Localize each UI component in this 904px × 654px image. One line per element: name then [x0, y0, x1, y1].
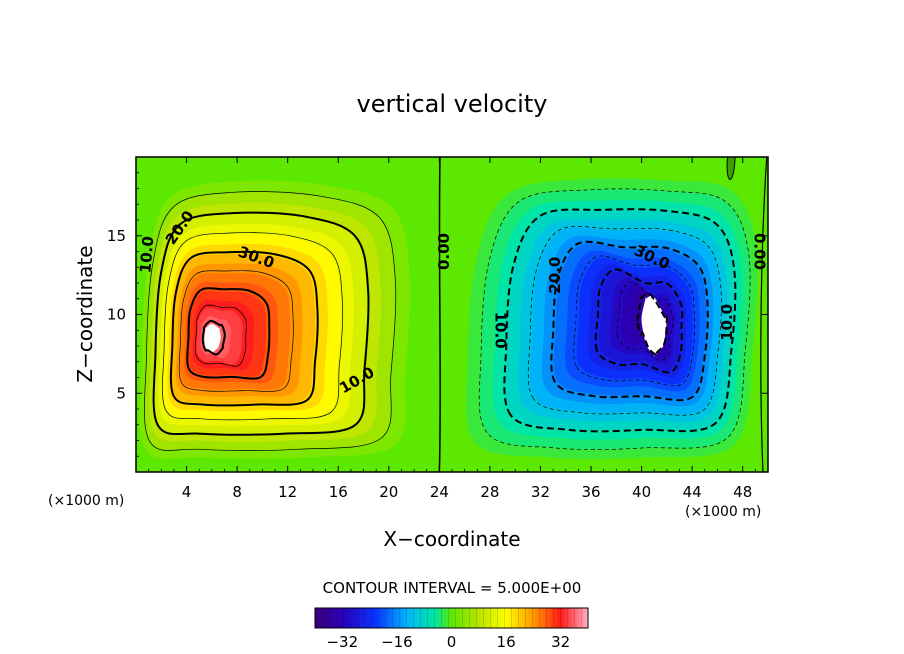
updraft-contour-line	[186, 287, 271, 380]
updraft-contour-line	[144, 191, 397, 451]
x-tick-label: 28	[480, 483, 499, 501]
colorbar: −32 −16 0 16 32	[314, 607, 589, 651]
x-tick-label: 40	[632, 483, 651, 501]
x-tick-label: 36	[581, 483, 600, 501]
downdraft-contour-line	[478, 188, 751, 450]
contour-label: 20.0	[546, 257, 564, 294]
x-tick-label: 44	[683, 483, 702, 501]
y-axis: 5 10 15	[107, 172, 768, 457]
x-axis-title: X−coordinate	[383, 527, 520, 551]
colorbar-bands	[315, 608, 588, 628]
downdraft-contour-line	[527, 226, 722, 416]
contour-label: 10.0	[136, 235, 157, 273]
downdraft-contour-line	[636, 292, 668, 357]
colorbar-frame	[314, 607, 589, 629]
zero-contour-line	[438, 157, 442, 472]
y-tick-label: 5	[116, 384, 126, 402]
colorbar-tick-label: −32	[326, 633, 358, 651]
x-unit-right: (×1000 m)	[685, 504, 761, 520]
downdraft-core	[641, 295, 668, 357]
y-axis-title: Z−coordinate	[73, 245, 97, 382]
x-tick-label: 8	[232, 483, 242, 501]
x-tick-label: 4	[182, 483, 192, 501]
x-tick-label: 16	[329, 483, 348, 501]
contour-interval-text: CONTOUR INTERVAL = 5.000E+00	[323, 579, 582, 597]
updraft-contour-line	[201, 319, 226, 356]
colorbar-tick-label: 32	[551, 633, 570, 651]
downdraft-contour-line	[503, 208, 737, 433]
contour-label: 10.0	[718, 304, 736, 341]
contour-lines	[144, 157, 768, 472]
updraft-contour-line	[162, 232, 344, 421]
y-tick-label: 15	[107, 227, 126, 245]
downdraft-contour-line	[616, 281, 674, 361]
chart-title: vertical velocity	[357, 90, 548, 118]
x-tick-label: 24	[430, 483, 449, 501]
updraft-contour-line	[169, 250, 319, 407]
small-contour-loop	[726, 157, 736, 180]
x-tick-label: 12	[278, 483, 297, 501]
x-tick-label: 48	[733, 483, 752, 501]
x-axis: 4 8 12 16 20 24 28 32 36 40 44 48	[148, 157, 756, 501]
updraft-contour-line	[178, 270, 294, 392]
y-tick-label: 10	[107, 306, 126, 324]
colorbar-tick-label: 0	[447, 633, 457, 651]
downdraft-contour-line	[594, 268, 684, 374]
updraft-contour-line	[194, 304, 247, 367]
x-tick-label: 20	[379, 483, 398, 501]
contour-label: 0.00	[435, 233, 453, 270]
colorbar-tick-label: 16	[497, 633, 516, 651]
contour-label: 0.00	[751, 233, 769, 270]
updraft-contour-line	[152, 211, 370, 436]
contour-label: 10.0	[492, 312, 510, 349]
colorbar-tick-label: −16	[381, 633, 413, 651]
downdraft-contour-line	[573, 255, 695, 387]
zero-contour-line	[760, 157, 768, 472]
x-tick-label: 32	[531, 483, 550, 501]
updraft-core	[204, 323, 221, 353]
x-unit-left: (×1000 m)	[48, 493, 124, 509]
